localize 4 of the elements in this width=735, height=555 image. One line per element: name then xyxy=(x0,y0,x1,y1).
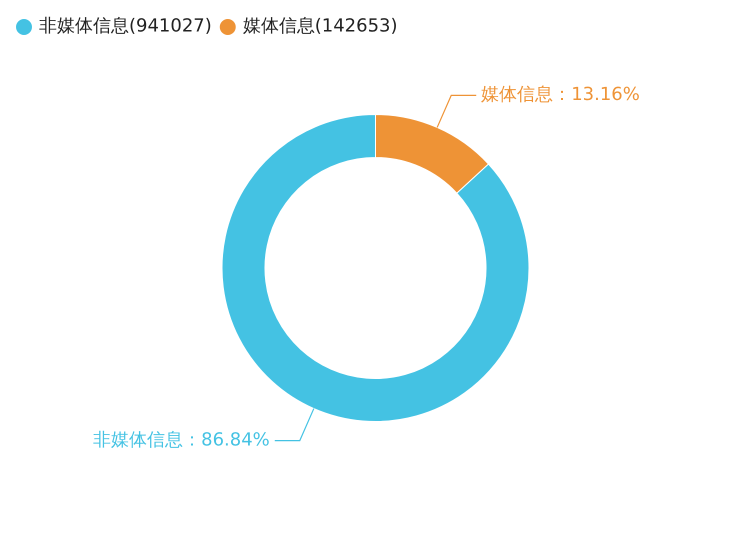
data-label: 媒体信息：13.16% xyxy=(481,84,640,106)
legend-label: 非媒体信息(941027) xyxy=(39,16,212,37)
legend-label: 媒体信息(142653) xyxy=(242,16,398,37)
data-label: 非媒体信息：86.84% xyxy=(93,429,270,450)
